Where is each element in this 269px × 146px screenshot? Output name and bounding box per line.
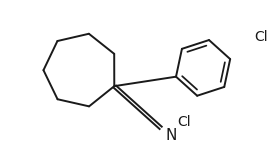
Text: Cl: Cl [255,30,268,44]
Text: N: N [166,128,177,142]
Text: Cl: Cl [178,115,191,129]
